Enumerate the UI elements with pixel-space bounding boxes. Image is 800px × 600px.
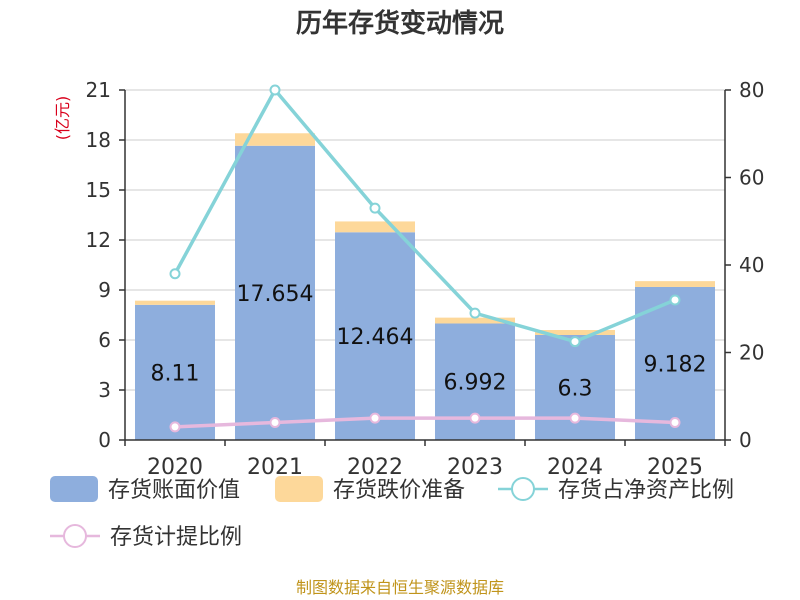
right-tick-label: 0 xyxy=(739,428,752,452)
line-inventory-net-assets-ratio xyxy=(173,88,676,344)
x-tick-label: 2022 xyxy=(347,455,403,480)
left-tick-label: 18 xyxy=(86,128,111,152)
bars xyxy=(135,133,715,440)
left-tick-label: 3 xyxy=(98,378,111,402)
x-tick-label: 2025 xyxy=(647,455,703,480)
legend-label: 存货跌价准备 xyxy=(333,478,465,503)
bar-impairment-reserve xyxy=(235,133,315,146)
left-tick-label: 0 xyxy=(98,428,111,452)
x-tick-label: 2020 xyxy=(147,455,203,480)
legend-swatch xyxy=(275,476,323,502)
bar-inventory-value xyxy=(135,304,215,440)
line-point xyxy=(669,417,681,428)
chart-title: 历年存货变动情况 xyxy=(296,8,504,39)
footer-source: 制图数据来自恒生聚源数据库 xyxy=(296,578,504,597)
right-tick-label: 80 xyxy=(739,78,764,102)
line-point xyxy=(369,412,381,424)
legend-swatch xyxy=(50,476,98,502)
line-point xyxy=(369,202,381,214)
bar-inventory-value xyxy=(335,232,415,440)
line-provision-ratio xyxy=(174,416,676,429)
bar-data-label: 17.654 xyxy=(237,282,314,307)
right-axis-unit: % xyxy=(796,84,800,99)
bar-impairment-reserve xyxy=(335,221,415,233)
left-tick-label: 21 xyxy=(86,78,111,102)
left-tick-label: 15 xyxy=(86,178,111,202)
legend-marker xyxy=(63,524,87,548)
left-tick-label: 12 xyxy=(86,228,111,252)
line-series xyxy=(169,84,681,433)
line-point xyxy=(269,417,281,428)
right-tick-label: 20 xyxy=(739,341,764,365)
bar-data-label: 6.3 xyxy=(558,377,593,402)
line-point xyxy=(269,84,281,96)
left-tick-label: 9 xyxy=(98,278,111,302)
line-point xyxy=(569,412,581,424)
bar-impairment-reserve xyxy=(535,330,615,335)
x-tick-label: 2021 xyxy=(247,455,303,480)
legend-label: 存货占净资产比例 xyxy=(558,478,734,503)
bar-impairment-reserve xyxy=(635,281,715,287)
bar-impairment-reserve xyxy=(135,300,215,305)
line-point xyxy=(169,421,181,433)
line-point xyxy=(569,336,581,348)
line-point xyxy=(169,268,181,280)
bar-data-label: 6.992 xyxy=(444,371,507,396)
bar-data-label: 9.182 xyxy=(644,352,707,377)
bar-data-label: 8.11 xyxy=(151,361,200,386)
legend-marker xyxy=(511,477,535,501)
bar-data-label: 12.464 xyxy=(337,325,414,350)
bar-impairment-reserve xyxy=(435,317,515,324)
x-tick-label: 2023 xyxy=(447,455,503,480)
right-tick-label: 40 xyxy=(739,253,764,277)
right-tick-label: 60 xyxy=(739,166,764,190)
left-tick-label: 6 xyxy=(98,328,111,352)
bar-labels: 8.11 17.654 12.464 6.992 6.3 9.182 xyxy=(151,282,707,402)
legend-label: 存货计提比例 xyxy=(110,525,242,550)
axes: 0 3 6 9 12 15 18 21 0 20 40 60 80 2020 2021 2022 2023 202… xyxy=(86,78,765,480)
line-point xyxy=(469,307,481,319)
grid-lines xyxy=(125,89,725,391)
line-point xyxy=(469,412,481,424)
x-tick-label: 2024 xyxy=(547,455,603,480)
line-point xyxy=(669,294,681,306)
bar-inventory-value xyxy=(235,145,315,440)
left-axis-unit: (亿元) xyxy=(53,96,72,141)
legend-label: 存货账面价值 xyxy=(108,478,240,503)
